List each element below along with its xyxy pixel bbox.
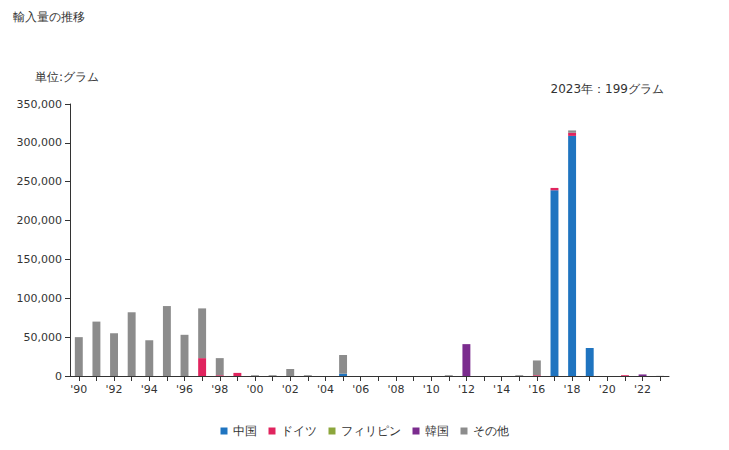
- svg-text:ドイツ: ドイツ: [281, 424, 317, 438]
- svg-text:350,000: 350,000: [17, 98, 63, 111]
- svg-text:'08: '08: [387, 383, 404, 396]
- svg-text:'06: '06: [352, 383, 369, 396]
- svg-text:250,000: 250,000: [17, 175, 63, 188]
- svg-text:300,000: 300,000: [17, 136, 63, 149]
- svg-text:'20: '20: [599, 383, 616, 396]
- svg-text:'18: '18: [564, 383, 581, 396]
- svg-text:200,000: 200,000: [17, 214, 63, 227]
- svg-text:'12: '12: [458, 383, 475, 396]
- svg-text:その他: その他: [473, 424, 509, 438]
- svg-text:'00: '00: [246, 383, 263, 396]
- svg-text:100,000: 100,000: [17, 292, 63, 305]
- svg-text:韓国: 韓国: [425, 424, 449, 438]
- svg-text:フィリピン: フィリピン: [341, 424, 401, 438]
- svg-text:'02: '02: [282, 383, 299, 396]
- svg-text:150,000: 150,000: [17, 253, 63, 266]
- svg-text:'14: '14: [493, 383, 510, 396]
- svg-text:'92: '92: [106, 383, 123, 396]
- svg-text:'94: '94: [141, 383, 158, 396]
- svg-text:2023年：199グラム: 2023年：199グラム: [551, 82, 664, 96]
- svg-text:輸入量の推移: 輸入量の推移: [13, 10, 85, 24]
- svg-text:'22: '22: [634, 383, 651, 396]
- svg-text:0: 0: [55, 370, 62, 383]
- svg-text:'96: '96: [176, 383, 193, 396]
- svg-text:'04: '04: [317, 383, 334, 396]
- svg-text:単位:グラム: 単位:グラム: [35, 70, 99, 84]
- svg-text:'98: '98: [211, 383, 228, 396]
- svg-text:'16: '16: [528, 383, 545, 396]
- svg-text:'90: '90: [70, 383, 87, 396]
- svg-text:中国: 中国: [233, 424, 257, 438]
- svg-text:50,000: 50,000: [24, 331, 63, 344]
- svg-text:'10: '10: [423, 383, 440, 396]
